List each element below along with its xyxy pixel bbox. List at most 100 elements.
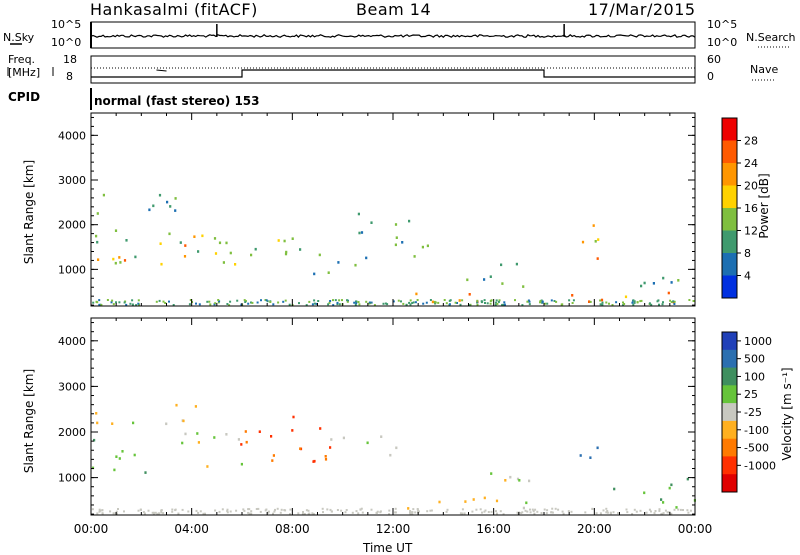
velocity-ground-cell: [561, 510, 564, 513]
power-ground-cell: [188, 303, 191, 306]
velocity-cell-7: [579, 454, 582, 457]
velocity-ground-cell: [658, 509, 661, 512]
velocity-cell-6: [522, 506, 525, 510]
power-cell-5: [354, 263, 357, 267]
power-ground-cell: [264, 299, 267, 301]
velocity-ground-cell: [197, 511, 200, 514]
velocity-ground-cell: [344, 511, 347, 514]
velocity-ground-cell: [533, 512, 536, 515]
velocity-ground-cell: [521, 511, 524, 514]
x-tick-label-2: 08:00: [275, 522, 310, 536]
power-ground-cell: [346, 299, 348, 302]
velocity-cell-8: [686, 477, 689, 481]
velocity-ground-cell: [226, 511, 229, 514]
power-cell-10: [624, 295, 628, 299]
velocity-ground-cell: [670, 512, 673, 515]
power-ground-cell: [480, 300, 483, 303]
power-cell-13: [677, 279, 680, 282]
velocity-ground-cell: [531, 508, 534, 511]
velocity-ground-cell: [483, 510, 486, 513]
velocity-ground-cell: [495, 512, 498, 515]
velocity-ground-cell: [259, 510, 262, 513]
velocity-cell-4: [342, 436, 345, 440]
velocity-ground-cell: [289, 508, 292, 511]
velocity-cell-3: [299, 447, 302, 450]
velocity-ground-cell: [370, 508, 373, 511]
power-ground-cell: [476, 301, 479, 304]
velocity-ground-cell: [411, 511, 414, 514]
nave-label: Nave: [750, 63, 779, 76]
power-ground-cell: [272, 303, 275, 306]
power-cell-1: [179, 241, 182, 244]
velocity-cell-3: [312, 460, 315, 463]
power-ground-cell: [217, 299, 220, 301]
velocity-ground-cell: [459, 512, 462, 515]
velocity-ground-cell: [171, 510, 174, 513]
velocity-ground-cell: [139, 508, 142, 511]
velocity-cell-8: [660, 498, 663, 501]
velocity-ground-cell: [626, 511, 629, 514]
power-cell-0: [102, 193, 105, 197]
velocity-cell-8: [668, 486, 671, 490]
power-ground-cell: [332, 304, 335, 307]
velocity-ground-cell: [653, 512, 656, 515]
power-cell-1: [134, 255, 137, 259]
power-ground-cell: [623, 303, 626, 305]
velocity-ground-cell: [109, 510, 112, 513]
velocity-cell-7: [589, 456, 592, 459]
power-cell-4: [318, 253, 321, 257]
velocity-ground-cell: [137, 509, 140, 512]
velocity-ground-cell: [554, 507, 557, 510]
velocity-ground-cell: [307, 509, 310, 512]
power-ground-cell: [476, 299, 479, 302]
power-ground-cell: [489, 302, 492, 305]
power-ground-cell: [229, 300, 232, 303]
power-cell-1: [197, 250, 200, 253]
velocity-ground-cell: [524, 509, 527, 512]
power-cell-9: [522, 285, 525, 288]
power-ground-cell: [632, 303, 635, 306]
power-ground-cell: [658, 303, 660, 306]
velocity-ground-cell: [546, 509, 549, 512]
power-ground-cell: [657, 299, 660, 302]
velocity-cell-0: [95, 412, 98, 415]
velocity-ground-cell: [157, 512, 160, 515]
velocity-ground-cell: [101, 512, 104, 515]
velocity-ground-cell: [151, 511, 154, 514]
velocity-cell-8: [675, 506, 678, 509]
velocity-cell-1: [113, 468, 116, 472]
velocity-ground-cell: [279, 511, 282, 514]
power-cell-5: [365, 256, 368, 260]
velocity-ground-cell: [605, 507, 608, 510]
freq-glitch: [156, 69, 167, 72]
power-ground-cell: [673, 303, 676, 305]
power-ground-cell: [92, 301, 95, 304]
velocity-colorbar-tick-label-7: -1000: [744, 459, 776, 472]
power-ground-cell: [503, 301, 506, 304]
power-ground-cell: [521, 304, 524, 307]
freq-label-2: [MHz]: [8, 66, 41, 79]
power-cell-10: [571, 294, 574, 297]
power-ground-cell: [315, 302, 318, 305]
power-cell-7: [421, 245, 424, 249]
velocity-ground-cell: [160, 509, 163, 512]
velocity-ground-cell: [461, 508, 464, 511]
power-ground-cell: [672, 300, 675, 303]
power-ground-cell: [550, 299, 553, 302]
velocity-cell-3: [324, 455, 327, 458]
power-cell-0: [152, 204, 155, 208]
noise-right-tick-top: 10^5: [707, 18, 738, 31]
noise-sky-label: N.Sky: [3, 31, 35, 44]
power-ground-cell: [599, 303, 602, 306]
power-ground-cell: [688, 299, 691, 301]
velocity-cell-6: [490, 472, 493, 475]
noise-left-tick-bottom: 10^0: [51, 36, 82, 49]
velocity-ground-cell: [274, 508, 276, 511]
power-colorbar-swatch-3: [722, 185, 737, 209]
velocity-ground-cell: [214, 509, 217, 512]
power-ground-cell: [484, 302, 486, 304]
power-ground-cell: [422, 302, 425, 305]
power-ground-cell: [95, 300, 98, 303]
power-ground-cell: [639, 300, 642, 303]
velocity-colorbar-swatch-0: [722, 332, 737, 351]
